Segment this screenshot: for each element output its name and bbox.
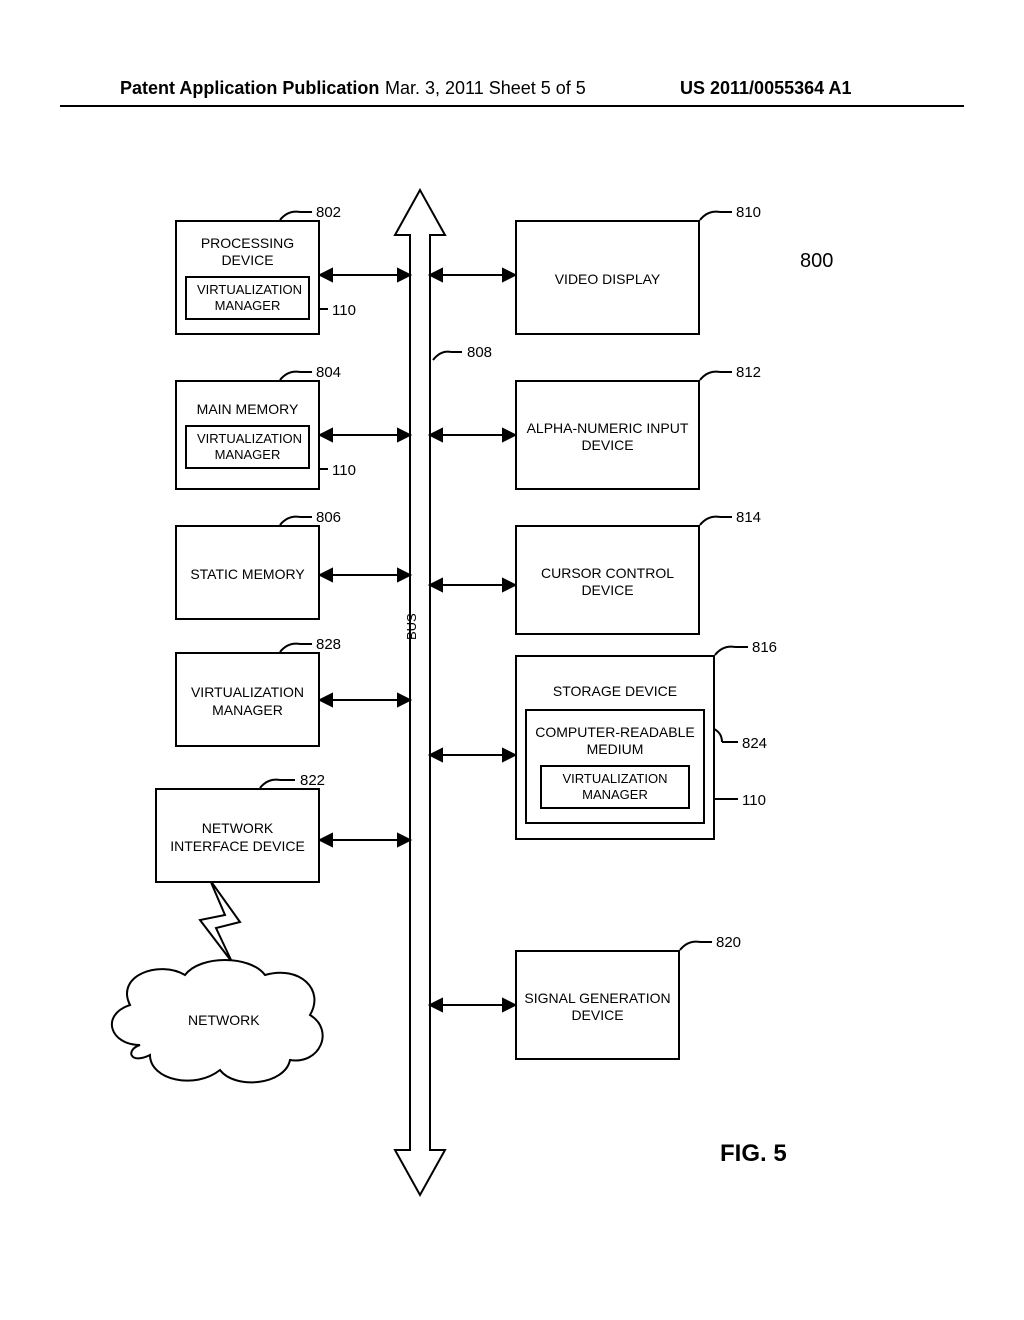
ref-812: 812 <box>736 364 761 381</box>
header-center: Mar. 3, 2011 Sheet 5 of 5 <box>385 78 586 99</box>
figure-label: FIG. 5 <box>720 1140 787 1168</box>
bus-svg <box>0 180 1024 1200</box>
ref-802: 802 <box>316 204 341 221</box>
ref-110-b: 110 <box>332 462 356 479</box>
ref-822: 822 <box>300 772 325 789</box>
computer-readable-medium-box: COMPUTER-READABLE MEDIUM VIRTUALIZATION … <box>525 709 705 824</box>
ref-800: 800 <box>800 250 833 273</box>
nic-title: NETWORK INTERFACE DEVICE <box>157 814 318 857</box>
ref-820: 820 <box>716 934 741 951</box>
ref-110-a: 110 <box>332 302 356 319</box>
bus-arrow <box>395 190 445 1195</box>
main-memory-vm-inner: VIRTUALIZATION MANAGER <box>185 425 310 470</box>
signal-gen-title: SIGNAL GENERATION DEVICE <box>517 984 678 1027</box>
static-memory-box: STATIC MEMORY <box>175 525 320 620</box>
ref-808: 808 <box>467 344 492 361</box>
storage-vm-inner: VIRTUALIZATION MANAGER <box>540 765 690 810</box>
ref-804: 804 <box>316 364 341 381</box>
bus-label: BUS <box>404 613 419 640</box>
header-divider <box>60 105 964 107</box>
main-memory-title: MAIN MEMORY <box>193 395 303 421</box>
nic-box: NETWORK INTERFACE DEVICE <box>155 788 320 883</box>
header-right: US 2011/0055364 A1 <box>680 78 851 99</box>
cursor-control-box: CURSOR CONTROL DEVICE <box>515 525 700 635</box>
video-display-box: VIDEO DISPLAY <box>515 220 700 335</box>
lightning-icon <box>200 880 240 962</box>
main-memory-box: MAIN MEMORY VIRTUALIZATION MANAGER <box>175 380 320 490</box>
ref-816: 816 <box>752 639 777 656</box>
virt-mgr-title: VIRTUALIZATION MANAGER <box>177 678 318 721</box>
ref-814: 814 <box>736 509 761 526</box>
medium-title: COMPUTER-READABLE MEDIUM <box>527 718 703 761</box>
ref-824: 824 <box>742 735 767 752</box>
video-display-title: VIDEO DISPLAY <box>551 265 665 291</box>
network-label: NETWORK <box>188 1012 260 1028</box>
ref-828: 828 <box>316 636 341 653</box>
processing-device-box: PROCESSING DEVICE VIRTUALIZATION MANAGER <box>175 220 320 335</box>
processing-vm-inner: VIRTUALIZATION MANAGER <box>185 276 310 321</box>
ref-806: 806 <box>316 509 341 526</box>
static-memory-title: STATIC MEMORY <box>186 560 308 586</box>
cursor-control-title: CURSOR CONTROL DEVICE <box>517 559 698 602</box>
header-left: Patent Application Publication <box>120 78 379 99</box>
storage-title: STORAGE DEVICE <box>549 677 681 709</box>
figure-diagram: BUS PROCESSING DEVICE VIRTUALIZATION MAN… <box>0 180 1024 1200</box>
storage-device-box: STORAGE DEVICE COMPUTER-READABLE MEDIUM … <box>515 655 715 840</box>
signal-gen-box: SIGNAL GENERATION DEVICE <box>515 950 680 1060</box>
processing-device-title: PROCESSING DEVICE <box>177 229 318 272</box>
alpha-input-box: ALPHA-NUMERIC INPUT DEVICE <box>515 380 700 490</box>
virt-mgr-box: VIRTUALIZATION MANAGER <box>175 652 320 747</box>
alpha-input-title: ALPHA-NUMERIC INPUT DEVICE <box>517 414 698 457</box>
ref-810: 810 <box>736 204 761 221</box>
ref-110-c: 110 <box>742 792 766 809</box>
page: Patent Application Publication Mar. 3, 2… <box>0 0 1024 1320</box>
